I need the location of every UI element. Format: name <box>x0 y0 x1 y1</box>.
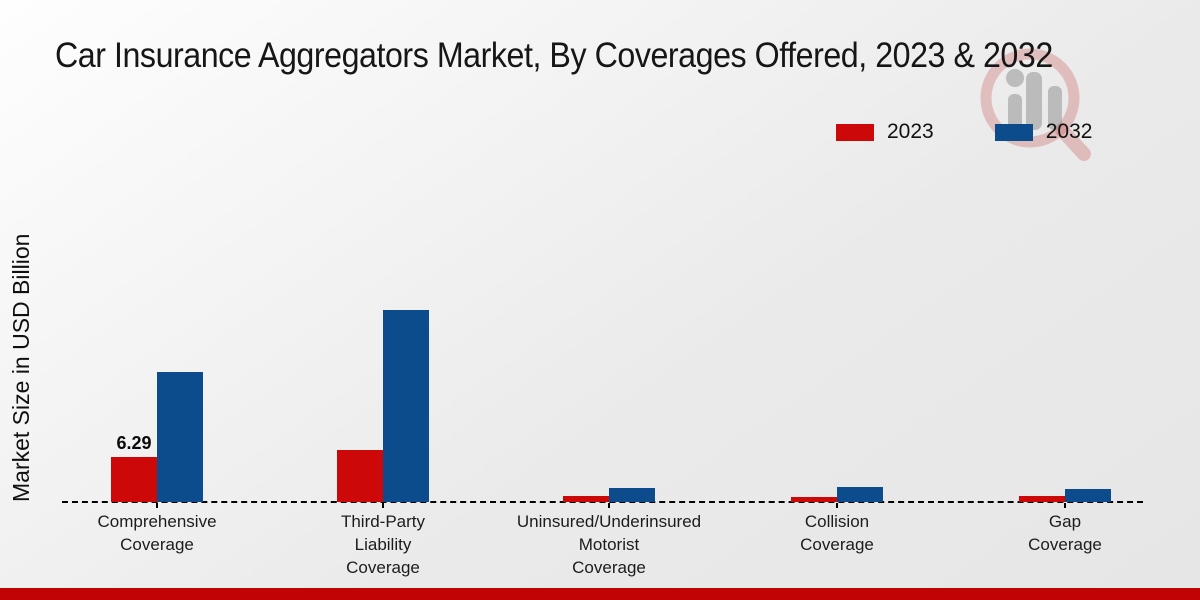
category-label-gap-coverage: Gap Coverage <box>1028 512 1102 554</box>
category-label-comprehensive-coverage: Comprehensive Coverage <box>97 512 217 554</box>
legend-label-2023: 2023 <box>887 120 934 143</box>
footer-accent-strip <box>0 588 1200 600</box>
x-axis-tick <box>156 503 158 508</box>
bar-2032-comprehensive-coverage <box>157 372 203 502</box>
category-label-uninsured-underinsured-motorist-coverage: Uninsured/Underinsured Motorist Coverage <box>516 512 702 577</box>
x-axis-baseline <box>62 501 1143 503</box>
bar-2032-gap-coverage <box>1065 488 1111 502</box>
bar-2023-uninsured-underinsured-motorist-coverage <box>563 495 609 502</box>
category-label-collision-coverage: Collision Coverage <box>800 512 874 554</box>
y-axis-label: Market Size in USD Billion <box>8 233 34 502</box>
bar-2032-uninsured-underinsured-motorist-coverage <box>609 487 655 502</box>
bar-2032-third-party-liability-coverage <box>383 309 429 502</box>
category-label-third-party-liability-coverage: Third-Party Liability Coverage <box>340 512 426 577</box>
bar-2032-collision-coverage <box>837 486 883 502</box>
legend-swatch-2023 <box>836 123 874 141</box>
chart-legend: 2023 2032 <box>836 120 1092 144</box>
legend-label-2032: 2032 <box>1045 120 1093 143</box>
bar-2023-gap-coverage <box>1019 496 1065 502</box>
chart-title: Car Insurance Aggregators Market, By Cov… <box>55 36 1053 75</box>
bar-2023-comprehensive-coverage <box>111 456 157 502</box>
x-axis-tick <box>836 503 838 508</box>
legend-swatch-2032 <box>994 123 1033 141</box>
bar-2023-third-party-liability-coverage <box>337 450 383 502</box>
x-axis-tick <box>1064 503 1066 508</box>
mrfr-logo-watermark-icon <box>980 48 1091 161</box>
x-axis-tick <box>608 503 610 508</box>
x-axis-tick <box>382 503 384 508</box>
data-label-2023-comprehensive-coverage: 6.29 <box>116 432 152 453</box>
bar-2023-collision-coverage <box>791 496 837 502</box>
